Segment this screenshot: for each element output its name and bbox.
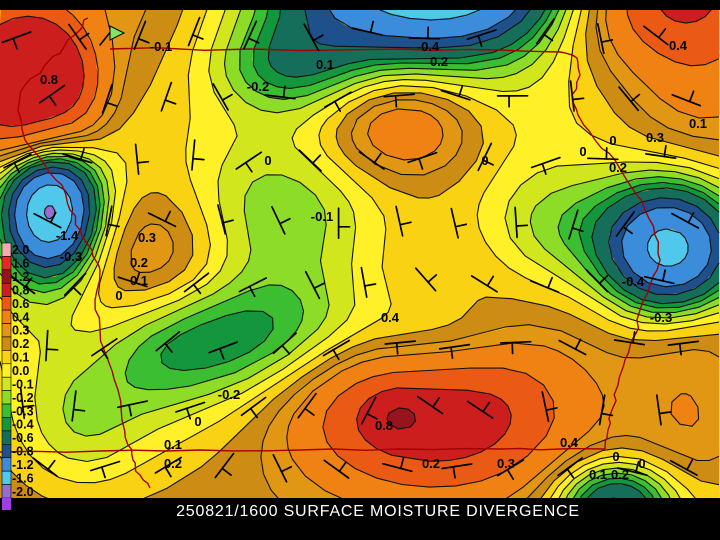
svg-text:0.8: 0.8 bbox=[375, 418, 393, 433]
svg-text:0.6: 0.6 bbox=[12, 297, 29, 311]
svg-text:0.1: 0.1 bbox=[164, 437, 182, 452]
svg-text:0.3: 0.3 bbox=[497, 456, 515, 471]
svg-text:250821/1600 SURFACE MOISTURE D: 250821/1600 SURFACE MOISTURE DIVERGENCE bbox=[176, 503, 580, 520]
svg-text:0: 0 bbox=[264, 153, 271, 168]
svg-text:0.1: 0.1 bbox=[316, 57, 334, 72]
svg-text:-0.4: -0.4 bbox=[417, 39, 440, 54]
svg-text:-1.4: -1.4 bbox=[56, 228, 79, 243]
svg-text:0.4: 0.4 bbox=[560, 435, 579, 450]
svg-text:0.1: 0.1 bbox=[12, 351, 29, 365]
svg-text:-0.4: -0.4 bbox=[12, 418, 34, 432]
svg-text:0: 0 bbox=[481, 153, 488, 168]
svg-text:0.4: 0.4 bbox=[12, 310, 29, 324]
svg-text:2.0: 2.0 bbox=[12, 243, 29, 257]
svg-text:0.1: 0.1 bbox=[130, 273, 148, 288]
svg-text:-1.2: -1.2 bbox=[12, 458, 34, 472]
svg-text:-0.4: -0.4 bbox=[622, 274, 645, 289]
svg-text:0.2: 0.2 bbox=[430, 54, 448, 69]
svg-text:0.8: 0.8 bbox=[12, 284, 29, 298]
svg-text:0.1: 0.1 bbox=[589, 467, 607, 482]
svg-text:0.3: 0.3 bbox=[138, 230, 156, 245]
svg-text:0: 0 bbox=[638, 456, 645, 471]
svg-text:-0.3: -0.3 bbox=[650, 310, 672, 325]
svg-text:-0.1: -0.1 bbox=[150, 39, 172, 54]
svg-text:0: 0 bbox=[579, 144, 586, 159]
svg-text:0.2: 0.2 bbox=[609, 160, 627, 175]
svg-text:-0.2: -0.2 bbox=[12, 391, 34, 405]
svg-text:-0.1: -0.1 bbox=[12, 377, 34, 391]
svg-text:0.4: 0.4 bbox=[669, 38, 688, 53]
svg-text:0.2: 0.2 bbox=[130, 255, 148, 270]
svg-text:1.2: 1.2 bbox=[12, 270, 29, 284]
svg-text:-0.8: -0.8 bbox=[12, 445, 34, 459]
svg-text:0: 0 bbox=[612, 449, 619, 464]
svg-text:0.3: 0.3 bbox=[12, 324, 29, 338]
svg-text:0.4: 0.4 bbox=[381, 310, 400, 325]
svg-text:0.8: 0.8 bbox=[40, 72, 58, 87]
svg-text:-2.0: -2.0 bbox=[12, 485, 34, 498]
svg-text:-0.2: -0.2 bbox=[218, 387, 240, 402]
svg-text:0: 0 bbox=[115, 288, 122, 303]
svg-text:0.2: 0.2 bbox=[611, 467, 629, 482]
svg-text:1.6: 1.6 bbox=[12, 257, 29, 271]
svg-text:0.3: 0.3 bbox=[646, 130, 664, 145]
svg-text:0.0: 0.0 bbox=[12, 364, 29, 378]
svg-text:-0.2: -0.2 bbox=[247, 79, 269, 94]
svg-text:0.2: 0.2 bbox=[164, 456, 182, 471]
svg-text:0.2: 0.2 bbox=[422, 456, 440, 471]
svg-text:0.2: 0.2 bbox=[12, 337, 29, 351]
svg-text:-0.3: -0.3 bbox=[60, 249, 82, 264]
svg-text:0: 0 bbox=[194, 414, 201, 429]
svg-text:0: 0 bbox=[609, 133, 616, 148]
svg-text:-0.6: -0.6 bbox=[12, 431, 34, 445]
svg-text:-0.1: -0.1 bbox=[311, 209, 333, 224]
svg-text:0.1: 0.1 bbox=[689, 116, 707, 131]
svg-text:-0.3: -0.3 bbox=[12, 404, 34, 418]
svg-text:-1.6: -1.6 bbox=[12, 471, 34, 485]
